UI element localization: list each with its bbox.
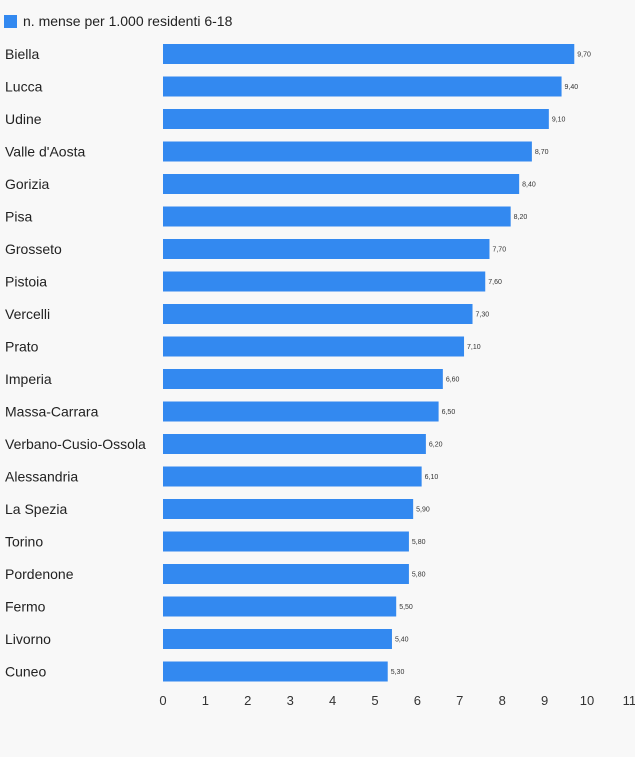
category-label: Biella: [5, 46, 39, 62]
category-label: Valle d'Aosta: [5, 144, 85, 160]
category-label: Torino: [5, 534, 43, 550]
value-label: 7,10: [467, 344, 481, 351]
category-label: La Spezia: [5, 501, 67, 517]
bar: [163, 466, 422, 487]
value-label: 5,50: [399, 604, 413, 611]
value-label: 8,20: [514, 214, 528, 221]
value-label: 7,30: [476, 312, 490, 319]
x-tick-label: 8: [499, 693, 506, 708]
category-label: Lucca: [5, 79, 43, 95]
x-tick-label: 6: [414, 693, 421, 708]
x-tick-label: 11: [623, 693, 635, 708]
x-tick-label: 7: [456, 693, 463, 708]
bar: [163, 499, 414, 519]
value-label: 6,20: [429, 442, 443, 449]
value-label: 9,70: [577, 52, 591, 59]
bar: [163, 336, 465, 357]
value-label: 5,90: [416, 507, 430, 514]
category-label: Pordenone: [5, 566, 74, 582]
bar: [163, 239, 490, 259]
bar: [163, 434, 426, 454]
category-label: Prato: [5, 339, 39, 355]
bar: [163, 596, 397, 617]
bar: [163, 661, 388, 682]
x-tick-label: 3: [287, 693, 294, 708]
x-tick-label: 10: [580, 693, 594, 708]
x-tick-label: 1: [202, 693, 209, 708]
bar: [163, 401, 439, 422]
chart-legend: n. mense per 1.000 residenti 6-18: [4, 12, 232, 30]
value-label: 8,40: [522, 182, 536, 189]
x-tick-label: 0: [159, 693, 166, 708]
value-label: 6,50: [442, 409, 456, 416]
category-label: Pisa: [5, 209, 32, 225]
value-label: 5,80: [412, 572, 426, 579]
x-tick-label: 2: [244, 693, 251, 708]
bar: [163, 206, 511, 227]
category-label: Massa-Carrara: [5, 404, 99, 420]
value-label: 9,10: [552, 117, 566, 124]
category-label: Verbano-Cusio-Ossola: [5, 436, 146, 452]
bar: [163, 629, 392, 649]
bar: [163, 531, 409, 552]
value-label: 7,70: [492, 247, 506, 254]
category-label: Cuneo: [5, 664, 46, 680]
bar: [163, 564, 409, 584]
value-label: 7,60: [488, 279, 502, 286]
bar: [163, 271, 486, 292]
value-label: 5,80: [412, 539, 426, 546]
x-tick-label: 4: [329, 693, 336, 708]
value-label: 5,40: [395, 637, 409, 644]
category-label: Livorno: [5, 631, 51, 647]
category-label: Grosseto: [5, 241, 62, 257]
value-label: 5,30: [391, 669, 405, 676]
category-label: Udine: [5, 111, 42, 127]
bar: [163, 174, 520, 194]
category-label: Vercelli: [5, 306, 50, 322]
legend-label: n. mense per 1.000 residenti 6-18: [23, 13, 233, 29]
x-tick-label: 5: [371, 693, 378, 708]
value-label: 8,70: [535, 149, 549, 156]
bar: [163, 44, 575, 64]
bar: [163, 141, 532, 162]
value-label: 6,10: [425, 474, 439, 481]
bar: [163, 304, 473, 324]
category-label: Alessandria: [5, 469, 78, 485]
bar: [163, 109, 549, 129]
category-label: Pistoia: [5, 274, 47, 290]
category-label: Imperia: [5, 371, 52, 387]
value-label: 6,60: [446, 377, 460, 384]
bar: [163, 369, 443, 389]
x-tick-label: 9: [541, 693, 548, 708]
value-label: 9,40: [565, 84, 579, 91]
category-label: Gorizia: [5, 176, 50, 192]
bar: [163, 76, 562, 97]
legend-swatch: [4, 14, 17, 28]
category-label: Fermo: [5, 599, 46, 615]
